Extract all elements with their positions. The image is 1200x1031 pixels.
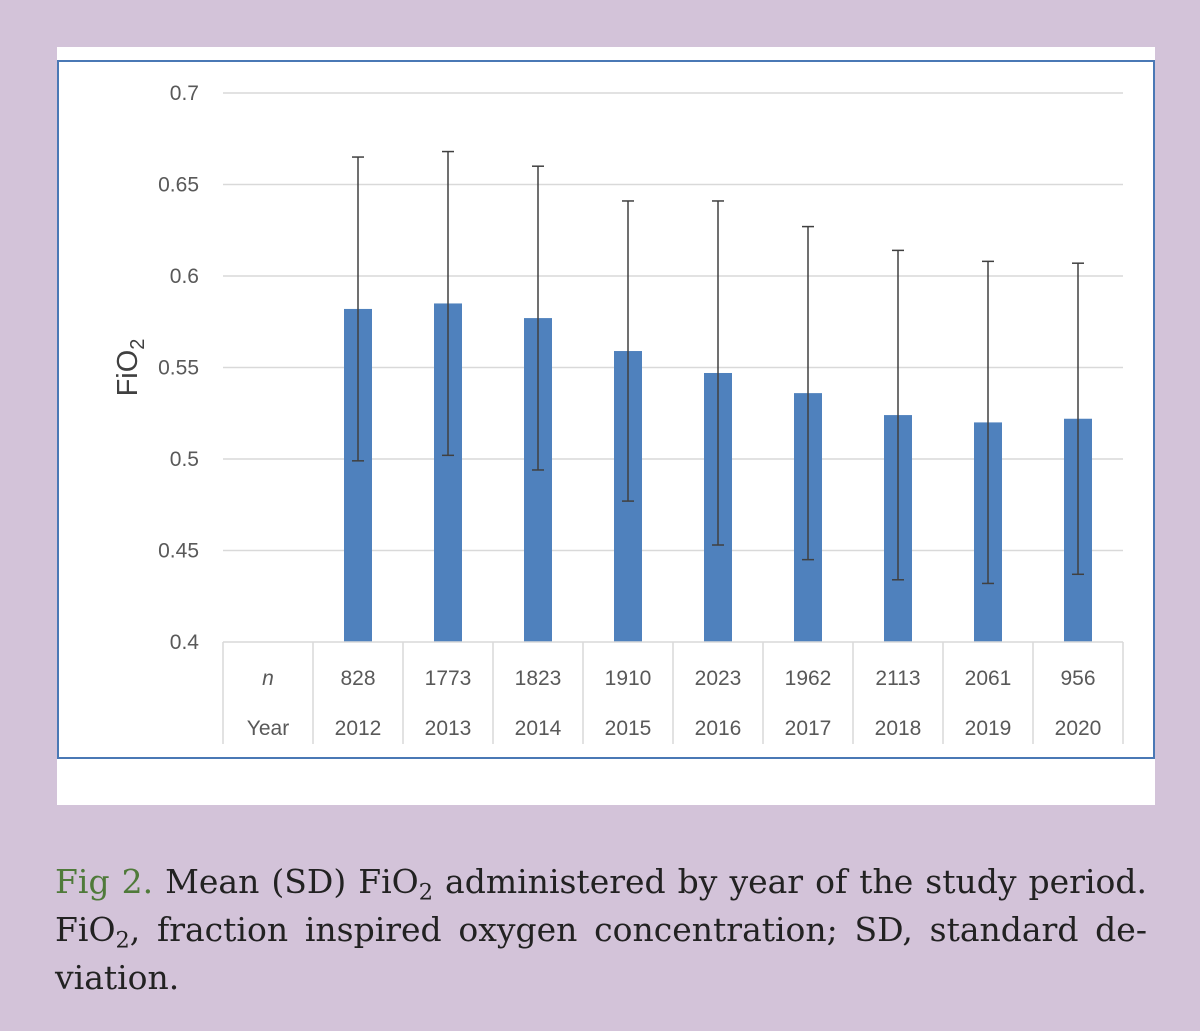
caption-subscript-2: 2: [115, 927, 130, 954]
y-axis-title-main: FiO: [112, 350, 144, 397]
x-tick-label: 2015: [605, 717, 652, 740]
y-axis-title-subscript: 2: [127, 339, 149, 350]
x-tick-label: 2017: [785, 717, 832, 740]
y-tick-label: 0.45: [158, 540, 199, 563]
table-row-label: n: [262, 667, 274, 690]
table-n-value: 1823: [515, 667, 562, 690]
caption-text-2: administered by year of the study period…: [55, 862, 1147, 949]
x-tick-label: 2018: [875, 717, 922, 740]
x-tick-label: 2016: [695, 717, 742, 740]
y-tick-label: 0.6: [170, 265, 199, 288]
table-row-label: Year: [247, 717, 289, 740]
table-n-value: 2023: [695, 667, 742, 690]
plot-border: [57, 60, 1155, 759]
y-axis-title: FiO2: [112, 339, 149, 397]
y-tick-label: 0.7: [170, 82, 199, 105]
table-n-value: 956: [1060, 667, 1095, 690]
y-tick-label: 0.4: [170, 631, 200, 654]
figure-caption: Fig 2. Mean (SD) FiO2 administered by ye…: [55, 858, 1147, 1002]
x-tick-label: 2019: [965, 717, 1012, 740]
table-n-value: 1910: [605, 667, 652, 690]
caption-text-3: , fraction inspired oxygen concentration…: [55, 910, 1147, 997]
x-tick-label: 2020: [1055, 717, 1102, 740]
table-n-value: 828: [340, 667, 375, 690]
table-n-value: 2113: [875, 667, 920, 690]
x-tick-label: 2014: [515, 717, 562, 740]
x-tick-label: 2012: [335, 717, 382, 740]
caption-text-1: Mean (SD) FiO: [153, 862, 419, 901]
x-tick-label: 2013: [425, 717, 472, 740]
table-n-value: 1773: [425, 667, 472, 690]
y-tick-label: 0.55: [158, 357, 199, 380]
table-n-value: 2061: [965, 667, 1012, 690]
bar-chart: 0.4 0.45 0.5 0.55 0.6 0.65 0.7 FiO2 n 828 1773 1823…: [57, 60, 1155, 759]
chart-panel: 0.4 0.45 0.5 0.55 0.6 0.65 0.7 FiO2 n 828 1773 1823…: [57, 47, 1155, 805]
y-tick-label: 0.65: [158, 174, 199, 197]
figure-label: Fig 2.: [55, 862, 154, 901]
caption-subscript-1: 2: [418, 879, 434, 906]
y-tick-label: 0.5: [170, 448, 199, 471]
table-n-value: 1962: [785, 667, 832, 690]
